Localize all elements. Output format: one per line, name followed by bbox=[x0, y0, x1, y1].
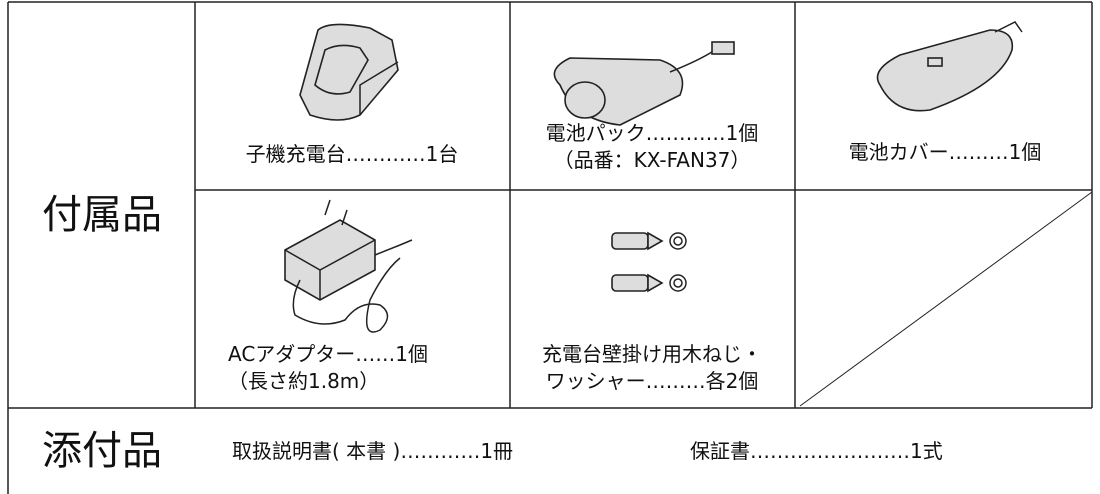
item-text: 子機充電台…………1台 bbox=[245, 142, 459, 166]
item-text: ACアダプター……1個 bbox=[228, 342, 429, 366]
item-text: （品番：KX-FAN37） bbox=[553, 148, 751, 172]
item-text: 電池パック…………1個 bbox=[545, 121, 759, 145]
item-text: 取扱説明書( 本書 )…………1冊 bbox=[232, 439, 514, 463]
adapter-illustration bbox=[284, 199, 413, 333]
section-label: 付属品 bbox=[42, 192, 162, 238]
battery-illustration bbox=[553, 41, 735, 126]
item-text: ワッシャー………各2個 bbox=[545, 369, 759, 393]
cover-illustration bbox=[876, 21, 1023, 112]
section-label: 添付品 bbox=[42, 428, 162, 474]
item-text: 保証書……………………1式 bbox=[690, 439, 943, 463]
item-text: （長さ約1.8m） bbox=[228, 369, 380, 393]
item-text: 充電台壁掛け用木ねじ・ bbox=[542, 342, 762, 366]
item-text: 電池カバー………1個 bbox=[848, 140, 1042, 164]
screws-illustration bbox=[611, 231, 687, 293]
cradle-illustration bbox=[299, 23, 399, 121]
